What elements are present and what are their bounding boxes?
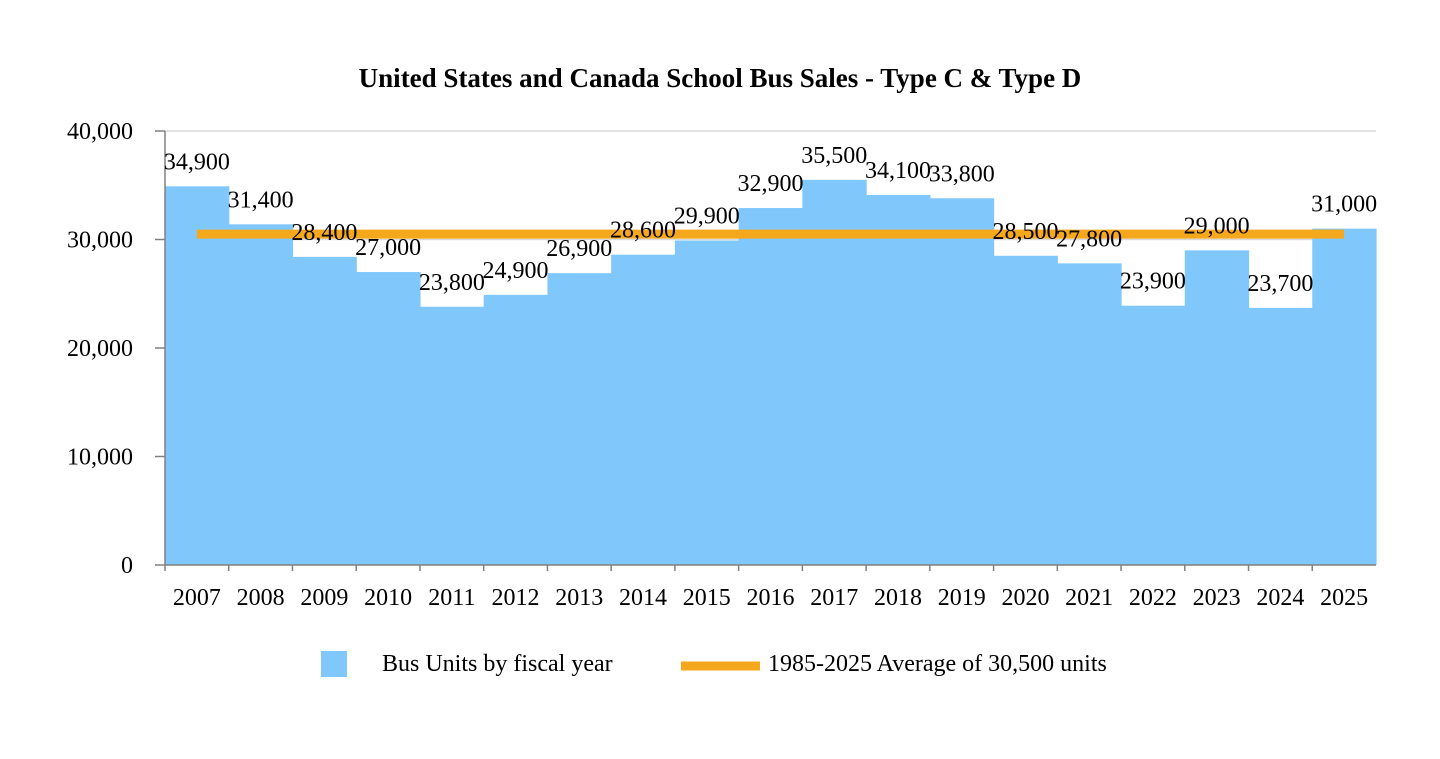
data-label: 32,900 [738,171,804,197]
bar-2017 [802,179,867,565]
data-label: 28,400 [291,220,357,246]
bars-area [165,179,1377,565]
bar-2019 [929,198,995,565]
y-tick-label: 0 [121,553,133,579]
y-tick-label: 20,000 [67,336,133,362]
x-tick-label: 2011 [428,585,475,611]
data-label: 27,800 [1056,226,1122,252]
legend-label-bus-units: Bus Units by fiscal year [382,651,613,677]
data-label: 26,900 [546,236,612,262]
y-tick-label: 10,000 [67,445,133,471]
x-tick-label: 2010 [364,585,412,611]
data-label: 35,500 [801,143,867,169]
x-tick-label: 2015 [683,585,731,611]
bar-2018 [866,195,931,565]
x-tick-label: 2013 [555,585,603,611]
data-label: 23,900 [1120,269,1186,295]
data-label: 27,000 [355,235,421,261]
x-tick-label: 2012 [492,585,540,611]
chart-title: United States and Canada School Bus Sale… [359,63,1082,93]
bar-2016 [738,208,803,565]
data-label: 24,900 [483,258,549,284]
data-label: 28,500 [992,219,1058,245]
data-label: 29,900 [674,204,740,230]
x-tick-label: 2021 [1065,585,1113,611]
x-axis-ticks: 2007 2008 2009 2010 2011 2012 2013 2014 2015 2016… [164,565,1368,611]
x-tick-label: 2020 [1001,585,1049,611]
legend-swatch-bus-units [321,651,347,677]
bar-2024 [1248,307,1313,565]
bar-2015 [674,240,740,565]
x-tick-label: 2017 [810,585,858,611]
y-axis-ticks: 0 10,000 20,000 30,000 40,000 [67,119,165,579]
x-tick-label: 2014 [619,585,667,611]
bar-2012 [483,294,549,565]
data-label: 29,000 [1184,213,1250,239]
x-tick-label: 2022 [1129,585,1177,611]
bar-2014 [611,254,676,565]
data-label: 34,100 [865,158,931,184]
y-tick-label: 40,000 [67,119,133,145]
x-tick-label: 2025 [1320,585,1368,611]
x-tick-label: 2007 [173,585,221,611]
bar-2007 [165,186,230,565]
data-label: 23,700 [1247,271,1313,297]
x-tick-label: 2016 [747,585,795,611]
legend: Bus Units by fiscal year 1985-2025 Avera… [321,651,1107,677]
data-label: 31,400 [228,187,294,213]
bar-2020 [993,255,1058,565]
data-label: 28,600 [610,218,676,244]
bar-2008 [228,224,294,565]
x-tick-label: 2019 [938,585,986,611]
data-label: 33,800 [929,161,995,187]
x-tick-label: 2009 [300,585,348,611]
x-tick-label: 2024 [1256,585,1304,611]
data-label: 31,000 [1311,192,1377,218]
data-label: 34,900 [164,149,230,175]
x-tick-label: 2018 [874,585,922,611]
bar-2009 [292,256,357,565]
legend-label-average: 1985-2025 Average of 30,500 units [768,651,1107,677]
bar-2023 [1184,250,1250,565]
bar-2010 [356,272,421,565]
y-tick-label: 30,000 [67,228,133,254]
bar-2013 [547,273,612,565]
bar-2022 [1121,305,1186,565]
bar-2025 [1312,228,1377,565]
bar-2011 [419,306,485,565]
x-tick-label: 2008 [237,585,285,611]
bar-2021 [1057,263,1122,565]
data-label: 23,800 [419,270,485,296]
x-tick-label: 2023 [1193,585,1241,611]
